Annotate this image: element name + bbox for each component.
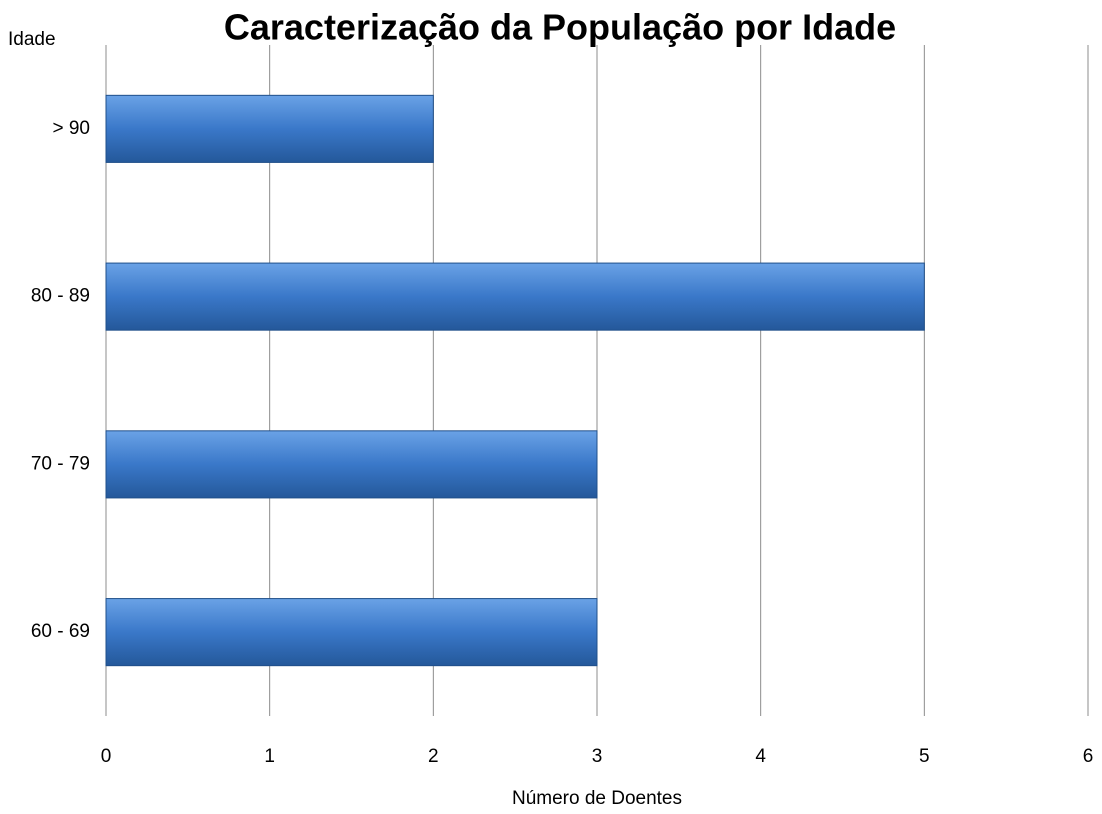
chart-title: Caracterização da População por Idade <box>224 7 896 48</box>
y-tick-label: 60 - 69 <box>31 621 90 642</box>
x-axis-label: Número de Doentes <box>512 788 682 809</box>
x-tick-label: 6 <box>1083 746 1094 767</box>
x-tick-label: 5 <box>919 746 930 767</box>
bar <box>105 94 434 163</box>
bar <box>105 598 598 667</box>
x-tick-label: 2 <box>428 746 439 767</box>
x-tick-label: 4 <box>755 746 766 767</box>
bar <box>105 262 925 331</box>
bar <box>105 430 598 499</box>
x-tick-label: 1 <box>264 746 275 767</box>
y-tick-label: 70 - 79 <box>31 453 90 474</box>
x-tick-label: 3 <box>592 746 603 767</box>
x-tick-label: 0 <box>101 746 112 767</box>
y-tick-label: 80 - 89 <box>31 286 90 307</box>
y-axis-label: Idade <box>8 29 56 50</box>
y-tick-label: > 90 <box>52 118 90 139</box>
